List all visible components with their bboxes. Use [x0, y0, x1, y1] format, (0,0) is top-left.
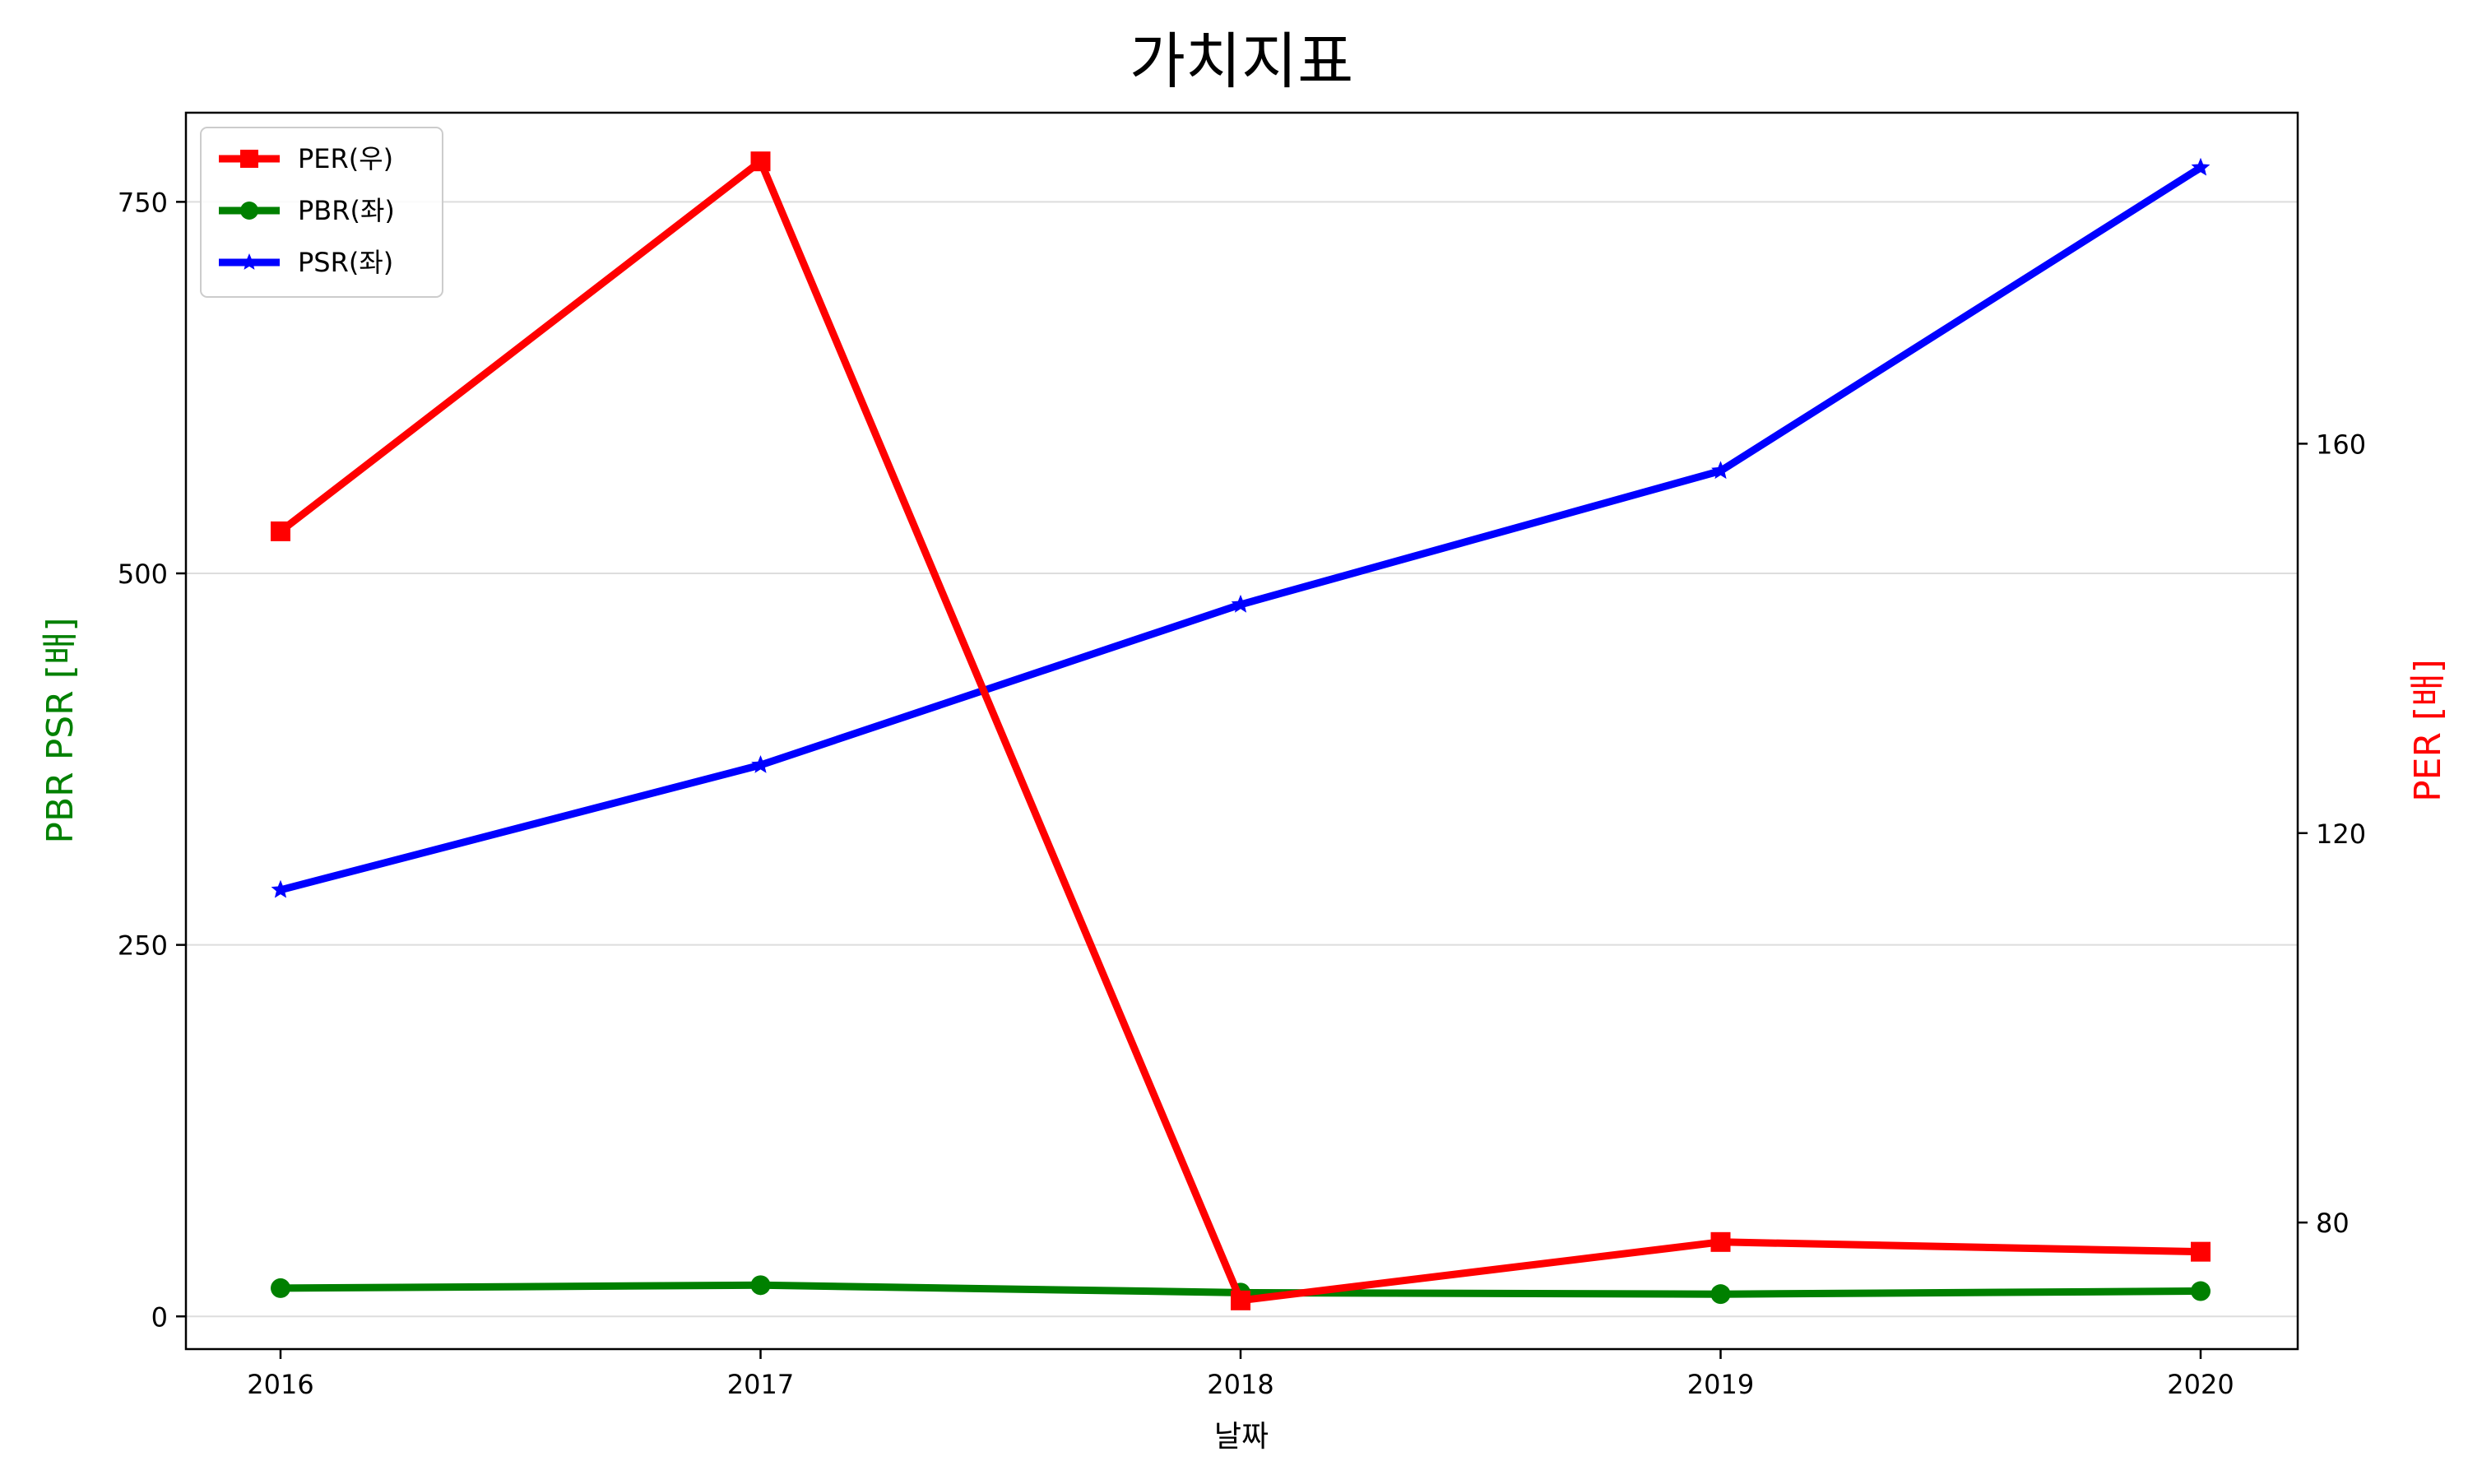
data-point-per — [2191, 1241, 2211, 1262]
gridlines — [186, 201, 2298, 1318]
right-y-tick-label: 160 — [2316, 429, 2366, 460]
x-tick-label: 2016 — [247, 1369, 313, 1400]
legend-label-pbr: PBR(좌) — [298, 195, 395, 226]
legend-items: PER(우) PBR(좌) PSR(좌) — [219, 143, 395, 278]
right-y-tick-label: 80 — [2316, 1208, 2350, 1239]
data-point-per — [1231, 1290, 1250, 1310]
data-point-psr — [271, 879, 290, 898]
left-y-tick-label: 750 — [118, 187, 168, 218]
legend-marker-pbr — [240, 202, 258, 220]
x-tick-label: 2020 — [2167, 1369, 2234, 1400]
legend-label-per: PER(우) — [298, 143, 393, 174]
plot-frame — [184, 111, 2299, 1351]
legend-marker-per — [240, 150, 258, 168]
legend-box — [200, 127, 443, 298]
left-y-tick-label: 0 — [151, 1301, 168, 1333]
data-point-pbr — [1710, 1284, 1731, 1305]
data-point-per — [271, 521, 290, 541]
chart-title: 가치지표 — [1130, 26, 1353, 97]
legend: PER(우) PBR(좌) PSR(좌) — [200, 127, 443, 298]
series-lines — [271, 151, 2211, 1310]
legend-label-psr: PSR(좌) — [298, 247, 393, 278]
data-point-psr — [751, 755, 770, 773]
right-y-tick-label: 120 — [2316, 819, 2366, 850]
left-y-tick-label: 250 — [118, 930, 168, 962]
axes: 0 250 500 750 80 120 160 2016 2017 2018 2019 2020 — [118, 187, 2366, 1400]
data-point-psr — [1231, 594, 1250, 613]
x-tick-label: 2018 — [1207, 1369, 1273, 1400]
legend-marker-psr — [240, 253, 258, 270]
x-tick-label: 2017 — [727, 1369, 794, 1400]
left-y-axis-label: PBR PSR [배] — [39, 617, 81, 843]
data-point-pbr — [750, 1275, 771, 1296]
data-point-psr — [2191, 157, 2211, 176]
data-point-psr — [1711, 461, 1730, 480]
data-point-pbr — [271, 1278, 290, 1298]
data-point-pbr — [2191, 1281, 2211, 1301]
right-y-axis-label: PER [배] — [2407, 659, 2449, 802]
data-point-per — [1710, 1231, 1731, 1252]
left-y-tick-label: 500 — [118, 559, 168, 590]
x-tick-label: 2019 — [1687, 1369, 1754, 1400]
x-axis-label: 날짜 — [1214, 1420, 1269, 1454]
data-point-per — [750, 151, 771, 172]
